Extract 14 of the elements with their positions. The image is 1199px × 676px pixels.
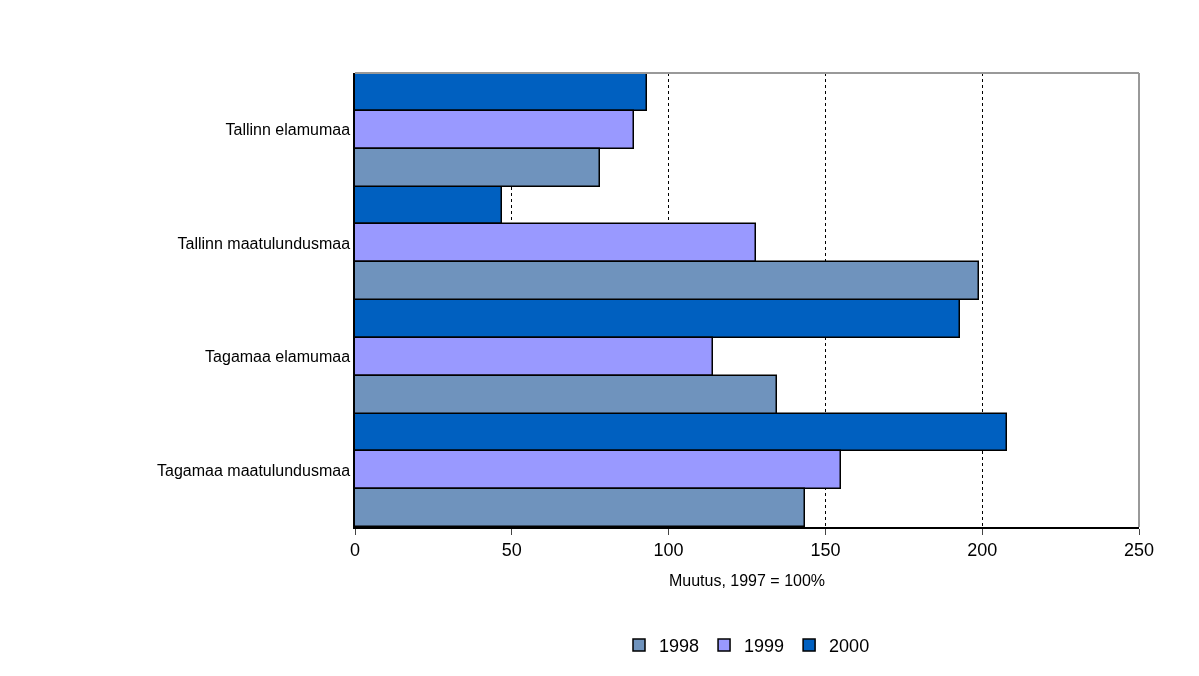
x-tick-label: 150: [810, 540, 841, 561]
x-axis-title: Muutus, 1997 = 100%: [668, 571, 826, 589]
x-tick-label: 200: [967, 540, 998, 561]
y-tick-label: Tallinn elamumaa: [225, 121, 351, 139]
x-tick-label: 0: [349, 540, 361, 561]
x-tick-label: 100: [653, 540, 684, 561]
x-tick-label: 50: [501, 540, 522, 561]
x-tick-label: 250: [1123, 540, 1155, 561]
y-tick-label: Tagamaa elamumaa: [205, 348, 351, 366]
legend-label: 1998: [659, 636, 700, 657]
y-tick-label: Tagamaa maatulundusmaa: [157, 461, 351, 479]
y-tick-label: Tallinn maatulundusmaa: [177, 234, 351, 252]
legend-label: 2000: [829, 636, 870, 657]
legend-label: 1999: [744, 636, 785, 657]
